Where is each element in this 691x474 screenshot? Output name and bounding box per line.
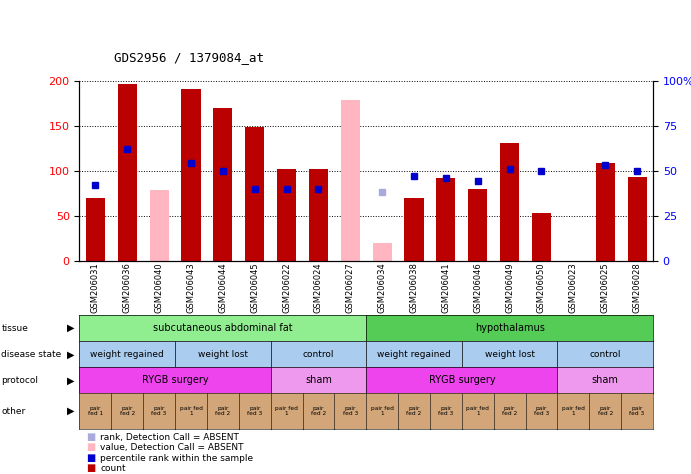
Text: pair
fed 2: pair fed 2 bbox=[311, 406, 326, 416]
Bar bbox=[245, 128, 264, 261]
Text: pair
fed 3: pair fed 3 bbox=[247, 406, 263, 416]
Bar bbox=[596, 163, 615, 261]
Text: other: other bbox=[1, 407, 26, 416]
Text: GDS2956 / 1379084_at: GDS2956 / 1379084_at bbox=[114, 51, 264, 64]
Text: ■: ■ bbox=[86, 463, 95, 473]
Text: pair fed
1: pair fed 1 bbox=[562, 406, 585, 416]
Bar bbox=[214, 108, 232, 261]
Text: control: control bbox=[303, 350, 334, 359]
Text: count: count bbox=[100, 464, 126, 473]
Text: sham: sham bbox=[305, 375, 332, 385]
Text: pair fed
1: pair fed 1 bbox=[371, 406, 394, 416]
Text: pair
fed 2: pair fed 2 bbox=[406, 406, 422, 416]
Text: pair
fed 2: pair fed 2 bbox=[598, 406, 613, 416]
Text: pair
fed 3: pair fed 3 bbox=[534, 406, 549, 416]
Bar bbox=[341, 100, 360, 261]
Text: pair
fed 2: pair fed 2 bbox=[502, 406, 518, 416]
Bar bbox=[627, 177, 647, 261]
Bar bbox=[117, 84, 137, 261]
Bar bbox=[86, 198, 105, 261]
Text: percentile rank within the sample: percentile rank within the sample bbox=[100, 454, 254, 463]
Text: ▶: ▶ bbox=[68, 406, 75, 416]
Text: pair
fed 3: pair fed 3 bbox=[343, 406, 358, 416]
Text: value, Detection Call = ABSENT: value, Detection Call = ABSENT bbox=[100, 443, 244, 452]
Text: weight lost: weight lost bbox=[484, 350, 535, 359]
Bar bbox=[404, 198, 424, 261]
Text: RYGB surgery: RYGB surgery bbox=[428, 375, 495, 385]
Text: pair fed
1: pair fed 1 bbox=[275, 406, 298, 416]
Text: pair fed
1: pair fed 1 bbox=[180, 406, 202, 416]
Bar bbox=[532, 213, 551, 261]
Bar bbox=[182, 89, 200, 261]
Bar bbox=[500, 143, 519, 261]
Text: ■: ■ bbox=[86, 442, 95, 452]
Text: pair
fed 2: pair fed 2 bbox=[120, 406, 135, 416]
Text: ▶: ▶ bbox=[68, 349, 75, 359]
Bar bbox=[277, 169, 296, 261]
Text: pair
fed 2: pair fed 2 bbox=[215, 406, 231, 416]
Text: pair
fed 3: pair fed 3 bbox=[630, 406, 645, 416]
Text: rank, Detection Call = ABSENT: rank, Detection Call = ABSENT bbox=[100, 433, 239, 442]
Text: weight regained: weight regained bbox=[377, 350, 451, 359]
Bar bbox=[309, 169, 328, 261]
Text: weight regained: weight regained bbox=[91, 350, 164, 359]
Text: subcutaneous abdominal fat: subcutaneous abdominal fat bbox=[153, 323, 293, 333]
Text: ■: ■ bbox=[86, 432, 95, 442]
Bar bbox=[149, 191, 169, 261]
Text: pair
fed 3: pair fed 3 bbox=[151, 406, 167, 416]
Bar bbox=[468, 189, 487, 261]
Text: disease state: disease state bbox=[1, 350, 61, 359]
Text: pair fed
1: pair fed 1 bbox=[466, 406, 489, 416]
Text: RYGB surgery: RYGB surgery bbox=[142, 375, 209, 385]
Text: pair
fed 3: pair fed 3 bbox=[438, 406, 453, 416]
Text: hypothalamus: hypothalamus bbox=[475, 323, 545, 333]
Text: weight lost: weight lost bbox=[198, 350, 248, 359]
Text: tissue: tissue bbox=[1, 324, 28, 333]
Text: ■: ■ bbox=[86, 453, 95, 463]
Text: protocol: protocol bbox=[1, 376, 39, 385]
Bar bbox=[436, 178, 455, 261]
Text: control: control bbox=[589, 350, 621, 359]
Bar bbox=[372, 243, 392, 261]
Text: sham: sham bbox=[591, 375, 618, 385]
Text: pair
fed 1: pair fed 1 bbox=[88, 406, 103, 416]
Text: ▶: ▶ bbox=[68, 375, 75, 385]
Text: ▶: ▶ bbox=[68, 323, 75, 333]
